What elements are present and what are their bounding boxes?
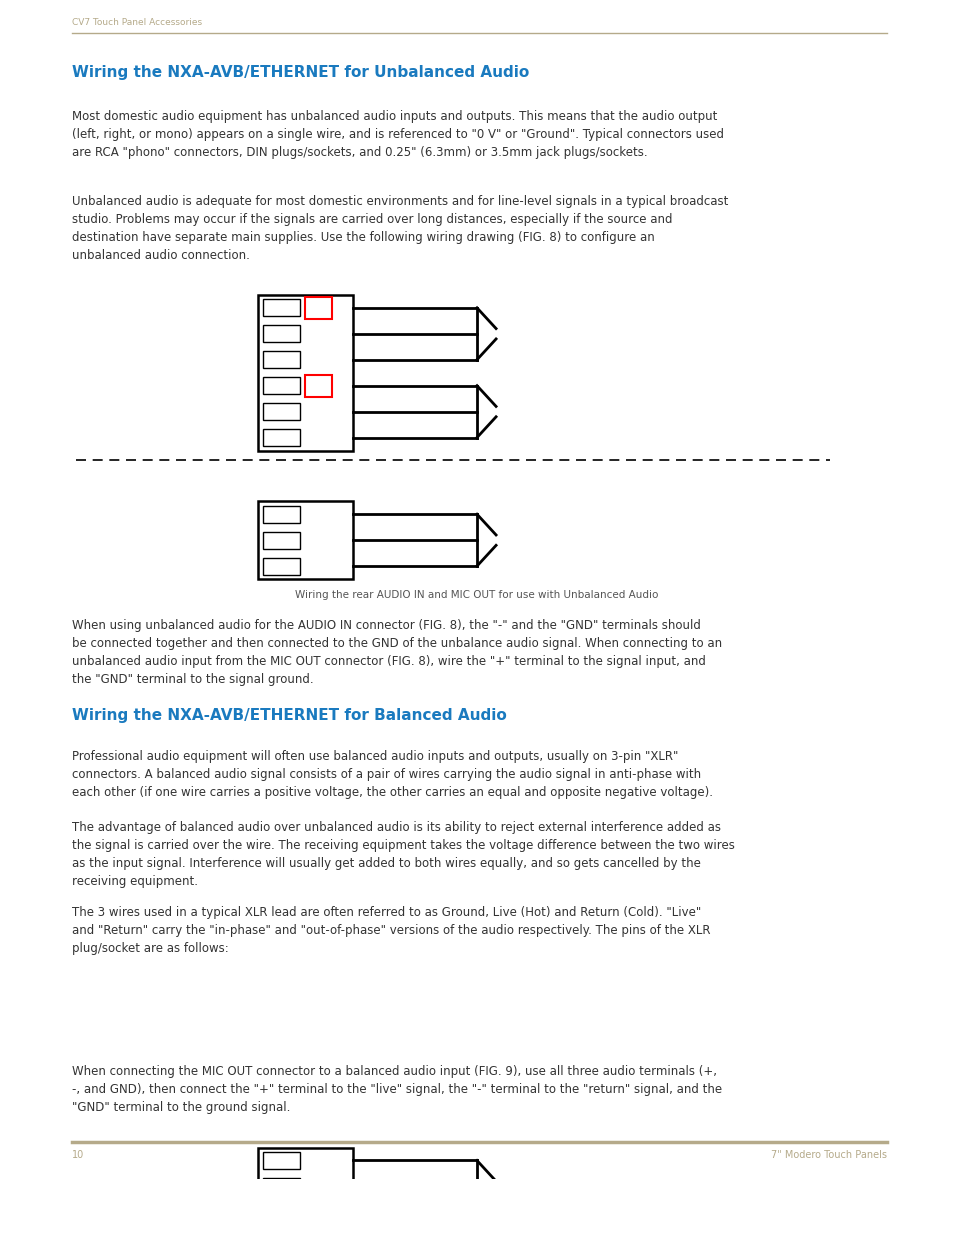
Bar [263,299,299,316]
Bar [263,1204,299,1221]
Bar [305,296,332,319]
Bar [263,429,299,446]
Text: When connecting the MIC OUT connector to a balanced audio input (FIG. 9), use al: When connecting the MIC OUT connector to… [71,1065,720,1114]
Text: CV7 Touch Panel Accessories: CV7 Touch Panel Accessories [71,19,201,27]
Bar [263,325,299,342]
Bar [263,506,299,522]
Bar [263,1178,299,1195]
Bar [257,295,353,451]
Bar [257,1147,353,1225]
Text: 7" Modero Touch Panels: 7" Modero Touch Panels [770,1150,886,1160]
Bar [257,501,353,579]
Text: Wiring the NXA-AVB/ETHERNET for Unbalanced Audio: Wiring the NXA-AVB/ETHERNET for Unbalanc… [71,65,528,80]
Text: Professional audio equipment will often use balanced audio inputs and outputs, u: Professional audio equipment will often … [71,750,712,799]
Bar [305,374,332,396]
Text: The advantage of balanced audio over unbalanced audio is its ability to reject e: The advantage of balanced audio over unb… [71,821,734,888]
Bar [263,351,299,368]
Text: 10: 10 [71,1150,84,1160]
Bar [263,532,299,548]
Text: Most domestic audio equipment has unbalanced audio inputs and outputs. This mean: Most domestic audio equipment has unbala… [71,110,722,158]
Text: The 3 wires used in a typical XLR lead are often referred to as Ground, Live (Ho: The 3 wires used in a typical XLR lead a… [71,905,709,955]
Text: Unbalanced audio is adequate for most domestic environments and for line-level s: Unbalanced audio is adequate for most do… [71,195,727,262]
Bar [263,1152,299,1168]
Bar [263,377,299,394]
Text: Wiring the NXA-AVB/ETHERNET for Balanced Audio: Wiring the NXA-AVB/ETHERNET for Balanced… [71,708,506,722]
Text: When using unbalanced audio for the AUDIO IN connector (FIG. 8), the "-" and the: When using unbalanced audio for the AUDI… [71,619,720,687]
Bar [263,558,299,574]
Bar [263,403,299,420]
Text: Wiring the rear AUDIO IN and MIC OUT for use with Unbalanced Audio: Wiring the rear AUDIO IN and MIC OUT for… [295,589,658,600]
